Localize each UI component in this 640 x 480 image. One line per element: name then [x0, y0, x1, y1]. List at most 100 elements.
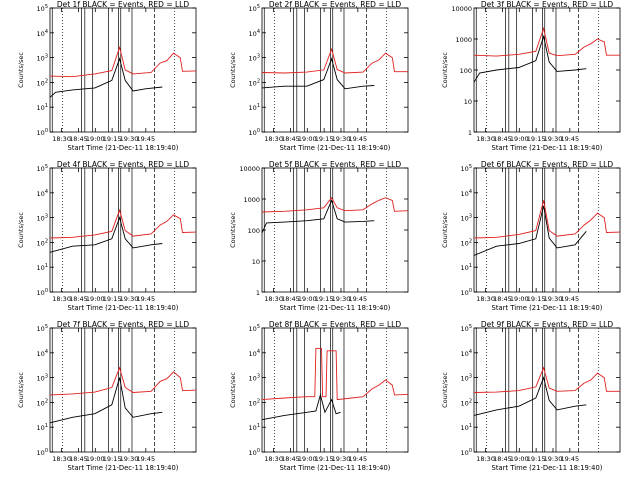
y-tick-exponent: 2 [257, 398, 260, 404]
x-tick-label: 18:30 [52, 135, 71, 143]
y-tick-label: 10 [252, 258, 260, 266]
y-tick-exponent: 1 [45, 103, 48, 109]
detector-panel-9: Det 9f BLACK = Events, RED = LLD10010110… [441, 320, 621, 472]
y-tick-label: 103 [37, 54, 48, 63]
y-tick-exponent: 0 [257, 448, 260, 454]
y-tick-label: 103 [461, 214, 472, 223]
y-tick-exponent: 5 [257, 324, 260, 330]
x-tick-label: 18:45 [493, 295, 512, 303]
y-tick-label: 104 [37, 189, 48, 198]
detector-panel-6: Det 6f BLACK = Events, RED = LLD10010110… [441, 160, 621, 312]
detector-panel-8: Det 8f BLACK = Events, RED = LLD10010110… [229, 320, 409, 472]
y-tick-exponent: 5 [469, 324, 472, 330]
y-tick-exponent: 0 [45, 288, 48, 294]
y-tick-label: 10000 [239, 165, 260, 173]
x-tick-label: 19:00 [298, 135, 317, 143]
y-tick-exponent: 5 [257, 4, 260, 10]
y-tick-label: 100 [249, 448, 260, 457]
y-tick-label: 105 [37, 164, 48, 173]
y-tick-label: 102 [37, 78, 48, 87]
y-axis-label: Counts/sec [441, 372, 449, 408]
detector-panel-5: Det 5f BLACK = Events, RED = LLD 1 10 100 10… [229, 160, 409, 312]
x-tick-label: 19:15 [527, 135, 546, 143]
events-series-line [261, 57, 375, 90]
x-tick-label: 19:00 [86, 135, 105, 143]
x-tick-label: 18:45 [69, 455, 88, 463]
y-axis-label: Counts/sec [229, 212, 237, 248]
y-tick-label: 100 [37, 288, 48, 297]
y-tick-exponent: 5 [45, 4, 48, 10]
x-axis-label: Start Time (21-Dec-11 18:19:40) [492, 464, 603, 472]
lld-series-line [261, 47, 408, 74]
y-tick-label: 103 [461, 374, 472, 383]
x-tick-label: 19:00 [510, 295, 529, 303]
x-tick-label: 19:00 [86, 295, 105, 303]
y-tick-label: 105 [461, 324, 472, 333]
y-tick-exponent: 1 [45, 263, 48, 269]
y-tick-exponent: 2 [469, 398, 472, 404]
y-tick-exponent: 3 [469, 374, 472, 380]
y-tick-exponent: 2 [469, 238, 472, 244]
detector-panel-7: Det 7f BLACK = Events, RED = LLD10010110… [17, 320, 197, 472]
x-tick-label: 18:45 [69, 295, 88, 303]
x-tick-label: 18:30 [264, 295, 283, 303]
plot-frame [261, 167, 409, 293]
y-tick-exponent: 1 [257, 423, 260, 429]
x-tick-label: 18:45 [493, 455, 512, 463]
panel-title: Det 1f BLACK = Events, RED = LLD [57, 0, 190, 9]
y-tick-exponent: 4 [469, 349, 472, 355]
y-tick-label: 104 [249, 29, 260, 38]
x-tick-label: 19:00 [298, 455, 317, 463]
y-tick-label: 100 [249, 128, 260, 137]
x-tick-label: 19:15 [103, 135, 122, 143]
y-tick-exponent: 1 [257, 103, 260, 109]
y-tick-exponent: 1 [45, 423, 48, 429]
x-tick-label: 19:45 [560, 455, 579, 463]
y-tick-label: 102 [461, 238, 472, 247]
plot-frame [49, 7, 197, 133]
x-axis-label: Start Time (21-Dec-11 18:19:40) [492, 144, 603, 152]
detector-panel-4: Det 4f BLACK = Events, RED = LLD10010110… [17, 160, 197, 312]
x-tick-label: 19:00 [510, 455, 529, 463]
detector-panel-3: Det 3f BLACK = Events, RED = LLD 1 10 100 10… [441, 0, 621, 152]
y-axis-label: Counts/sec [17, 372, 25, 408]
y-tick-label: 100 [37, 128, 48, 137]
y-tick-label: 102 [461, 398, 472, 407]
y-tick-exponent: 0 [469, 288, 472, 294]
y-tick-label: 100 [461, 288, 472, 297]
y-axis-label: Counts/sec [17, 52, 25, 88]
y-tick-label: 100 [461, 448, 472, 457]
x-tick-label: 19:00 [510, 135, 529, 143]
x-tick-label: 19:15 [315, 455, 334, 463]
y-tick-label: 102 [37, 238, 48, 247]
x-tick-label: 19:45 [348, 295, 367, 303]
y-tick-exponent: 2 [45, 238, 48, 244]
y-tick-label: 1 [468, 129, 472, 137]
y-tick-exponent: 3 [45, 214, 48, 220]
y-tick-exponent: 0 [45, 128, 48, 134]
x-tick-label: 19:45 [560, 135, 579, 143]
y-tick-label: 102 [37, 398, 48, 407]
x-axis-label: Start Time (21-Dec-11 18:19:40) [68, 144, 179, 152]
detector-panel-2: Det 2f BLACK = Events, RED = LLD10010110… [229, 0, 409, 152]
x-tick-label: 19:30 [544, 455, 563, 463]
y-tick-label: 102 [249, 78, 260, 87]
y-tick-label: 1000 [243, 196, 260, 204]
x-tick-label: 18:30 [476, 135, 495, 143]
lld-series-line [49, 208, 197, 239]
plot-frame [473, 327, 621, 453]
y-axis-label: Counts/sec [17, 212, 25, 248]
y-tick-exponent: 0 [45, 448, 48, 454]
y-tick-label: 10 [464, 98, 472, 106]
x-tick-label: 19:15 [315, 295, 334, 303]
panel-title: Det 8f BLACK = Events, RED = LLD [269, 320, 402, 329]
x-tick-label: 19:30 [332, 295, 351, 303]
y-axis-label: Counts/sec [229, 52, 237, 88]
y-tick-label: 105 [249, 4, 260, 13]
x-tick-label: 19:15 [527, 295, 546, 303]
y-axis-label: Counts/sec [441, 52, 449, 88]
y-tick-exponent: 2 [257, 78, 260, 84]
y-tick-exponent: 3 [257, 54, 260, 60]
x-tick-label: 19:45 [136, 135, 155, 143]
